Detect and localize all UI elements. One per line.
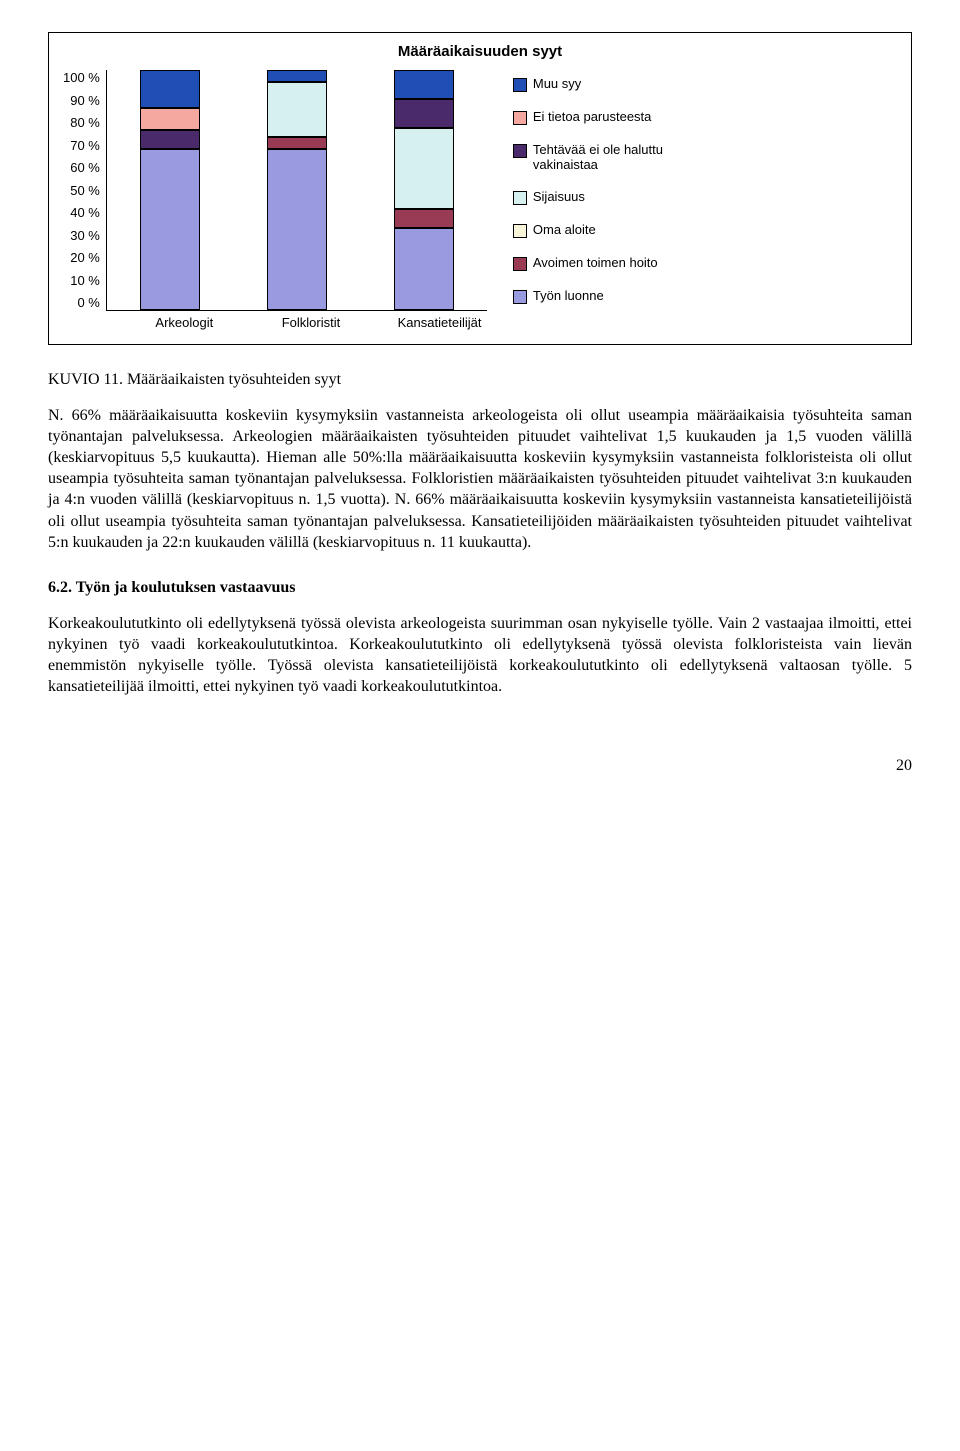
- legend-swatch: [513, 111, 527, 125]
- chart-figure: Määräaikaisuuden syyt 0 % 10 % 20 % 30 % 40 …: [48, 32, 912, 345]
- figure-caption: KUVIO 11. Määräaikaisten työsuhteiden sy…: [48, 371, 912, 389]
- bar-segment-sijaisuus: [394, 128, 454, 210]
- chart-plot: [106, 70, 487, 311]
- legend-swatch: [513, 191, 527, 205]
- chart-y-axis: 0 % 10 % 20 % 30 % 40 % 50 % 60 % 70 % 80 % 90 % 1…: [63, 70, 106, 310]
- bar-segment-tyon_luonne: [267, 149, 327, 310]
- y-tick: 10 %: [70, 273, 100, 288]
- bar-column: [140, 70, 200, 310]
- chart-legend: Muu syy Ei tietoa parusteesta Tehtävää ei …: [513, 70, 703, 310]
- y-tick: 100 %: [63, 70, 100, 85]
- bar-segment-tyon_luonne: [394, 228, 454, 310]
- legend-item: Oma aloite: [513, 222, 703, 238]
- legend-item: Tehtävää ei ole haluttu vakinaistaa: [513, 142, 703, 172]
- legend-item: Sijaisuus: [513, 189, 703, 205]
- y-tick: 20 %: [70, 250, 100, 265]
- legend-label: Sijaisuus: [533, 189, 585, 204]
- page-number: 20: [48, 757, 912, 775]
- legend-item: Avoimen toimen hoito: [513, 255, 703, 271]
- y-tick: 0 %: [77, 295, 99, 310]
- x-label: Kansatieteilijät: [398, 315, 478, 330]
- legend-swatch: [513, 144, 527, 158]
- y-tick: 70 %: [70, 138, 100, 153]
- legend-label: Ei tietoa parusteesta: [533, 109, 652, 124]
- y-tick: 80 %: [70, 115, 100, 130]
- y-tick: 40 %: [70, 205, 100, 220]
- legend-item: Muu syy: [513, 76, 703, 92]
- chart-body: 0 % 10 % 20 % 30 % 40 % 50 % 60 % 70 % 80 % 90 % 1…: [63, 70, 897, 311]
- section-heading: 6.2. Työn ja koulutuksen vastaavuus: [48, 579, 912, 597]
- chart-x-axis: Arkeologit Folkloristit Kansatieteilijät: [121, 311, 501, 330]
- legend-label: Työn luonne: [533, 288, 604, 303]
- bar-segment-muu_syy: [394, 70, 454, 99]
- bar-segment-tyon_luonne: [140, 149, 200, 310]
- legend-item: Työn luonne: [513, 288, 703, 304]
- bar-segment-avoimen_toimen_hoito: [267, 137, 327, 149]
- bar-segment-tehtavaa: [394, 99, 454, 128]
- legend-label: Avoimen toimen hoito: [533, 255, 658, 270]
- bar-segment-sijaisuus: [267, 82, 327, 137]
- legend-label: Tehtävää ei ole haluttu vakinaistaa: [533, 142, 703, 172]
- legend-swatch: [513, 224, 527, 238]
- legend-swatch: [513, 257, 527, 271]
- bar-segment-ei_tietoa: [140, 108, 200, 130]
- x-label: Arkeologit: [144, 315, 224, 330]
- y-tick: 60 %: [70, 160, 100, 175]
- paragraph-1: N. 66% määräaikaisuutta koskeviin kysymy…: [48, 405, 912, 553]
- bar-column: [267, 70, 327, 310]
- legend-swatch: [513, 290, 527, 304]
- bar-segment-avoimen_toimen_hoito: [394, 209, 454, 228]
- y-tick: 90 %: [70, 93, 100, 108]
- bar-segment-muu_syy: [267, 70, 327, 82]
- legend-label: Muu syy: [533, 76, 581, 91]
- legend-swatch: [513, 78, 527, 92]
- legend-label: Oma aloite: [533, 222, 596, 237]
- paragraph-2: Korkeakoulututkinto oli edellytyksenä ty…: [48, 613, 912, 697]
- x-label: Folkloristit: [271, 315, 351, 330]
- bar-column: [394, 70, 454, 310]
- y-tick: 30 %: [70, 228, 100, 243]
- chart-title: Määräaikaisuuden syyt: [63, 43, 897, 60]
- legend-item: Ei tietoa parusteesta: [513, 109, 703, 125]
- bar-segment-tehtavaa: [140, 130, 200, 149]
- y-tick: 50 %: [70, 183, 100, 198]
- bar-segment-muu_syy: [140, 70, 200, 108]
